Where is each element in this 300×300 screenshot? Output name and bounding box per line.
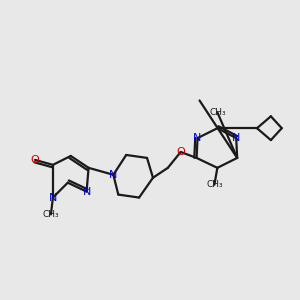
Text: N: N (49, 193, 57, 202)
Text: N: N (194, 133, 202, 143)
Text: CH₃: CH₃ (206, 180, 223, 189)
Text: O: O (31, 155, 39, 165)
Text: CH₃: CH₃ (43, 210, 59, 219)
Text: N: N (82, 187, 91, 196)
Text: N: N (232, 133, 240, 143)
Text: N: N (109, 170, 118, 180)
Text: CH₃: CH₃ (209, 108, 226, 117)
Text: O: O (176, 147, 185, 157)
